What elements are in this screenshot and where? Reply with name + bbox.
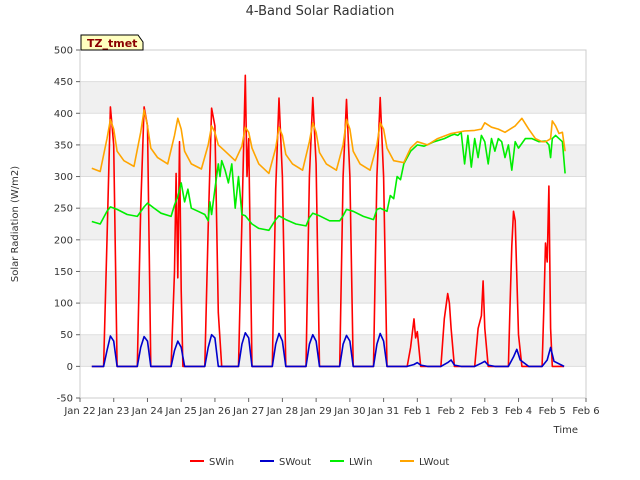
- chart-title: 4-Band Solar Radiation: [246, 4, 395, 19]
- x-tick-label: Jan 26: [198, 406, 230, 417]
- series-layer: [91, 74, 566, 368]
- x-tick-label: Feb 3: [471, 406, 498, 417]
- y-tick-label: 150: [54, 267, 73, 278]
- x-tick-label: Jan 25: [165, 406, 197, 417]
- y-tick-label: 450: [54, 77, 73, 88]
- x-tick-label: Jan 22: [63, 406, 95, 417]
- y-tick-label: 50: [60, 330, 73, 341]
- x-tick-label: Feb 6: [572, 406, 599, 417]
- y-axis: -50 0 50 100 150 200 250 300 350 400 450 500: [54, 46, 80, 405]
- x-tick-label: Feb 4: [505, 406, 532, 417]
- x-tick-label: Jan 31: [367, 406, 399, 417]
- x-tick-label: Feb 2: [437, 406, 464, 417]
- x-tick-label: Jan 24: [131, 406, 163, 417]
- site-badge: TZ_tmet: [80, 34, 144, 51]
- plot-band: [80, 144, 586, 177]
- x-tick-label: Jan 30: [333, 406, 365, 417]
- series-line-lwout: [91, 109, 566, 175]
- plot-frame: [79, 49, 587, 399]
- y-tick-label: -50: [57, 394, 73, 405]
- y-tick-label: 500: [54, 46, 73, 57]
- legend-label-lwout: LWout: [419, 457, 449, 468]
- y-tick-label: 200: [54, 235, 73, 246]
- plot-band: [80, 208, 586, 240]
- series-line-swout: [91, 331, 565, 368]
- y-tick-label: 100: [54, 299, 73, 310]
- plot-band: [80, 271, 586, 304]
- plot-band: [80, 81, 586, 114]
- x-tick-label: Jan 23: [97, 406, 129, 417]
- plot-band: [80, 334, 586, 367]
- y-tick-label: 250: [54, 204, 73, 215]
- site-badge-box: [80, 34, 144, 51]
- x-tick-label: Feb 5: [539, 406, 566, 417]
- x-tick-label: Jan 29: [299, 406, 331, 417]
- site-badge-label: TZ_tmet: [87, 37, 137, 50]
- series-line-lwin: [91, 131, 566, 232]
- x-axis-label: Time: [553, 425, 578, 436]
- x-tick-label: Jan 27: [232, 406, 264, 417]
- y-tick-label: 350: [54, 140, 73, 151]
- legend-label-swin: SWin: [209, 457, 234, 468]
- x-tick-label: Feb 1: [404, 406, 431, 417]
- legend-label-lwin: LWin: [349, 457, 372, 468]
- plot-bands: [80, 81, 586, 367]
- x-axis: Jan 22 Jan 23 Jan 24 Jan 25 Jan 26 Jan 27 Jan …: [63, 398, 600, 417]
- x-tick-label: Jan 28: [266, 406, 298, 417]
- y-axis-label: Solar Radiation (W/m2): [10, 166, 21, 282]
- y-tick-label: 0: [67, 362, 73, 373]
- legend: SWin SWout LWin LWout: [190, 457, 449, 468]
- y-tick-label: 400: [54, 109, 73, 120]
- legend-label-swout: SWout: [279, 457, 311, 468]
- y-tick-label: 300: [54, 172, 73, 183]
